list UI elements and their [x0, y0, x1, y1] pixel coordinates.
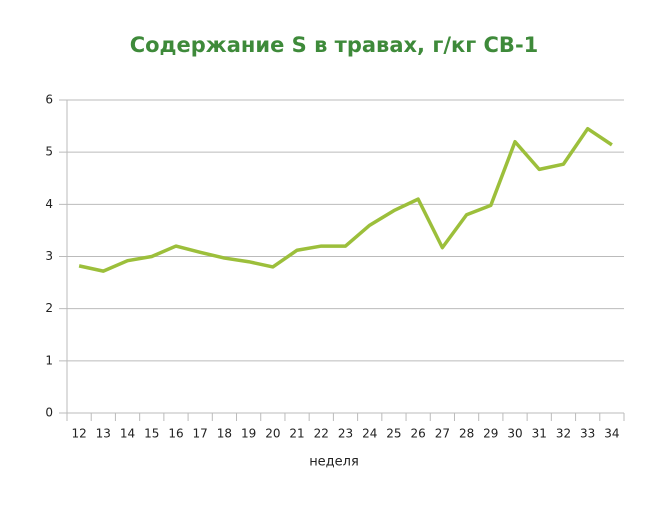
y-tick-label: 0	[45, 406, 53, 420]
x-tick-label: 32	[556, 427, 571, 441]
x-tick-label: 28	[459, 427, 474, 441]
y-tick-label: 4	[45, 197, 53, 211]
x-tick-label: 15	[144, 427, 159, 441]
y-tick-label: 2	[45, 301, 53, 315]
x-tick-label: 30	[507, 427, 522, 441]
x-tick-label: 13	[96, 427, 111, 441]
chart-title: Содержание S в травах, г/кг СВ-1	[130, 33, 539, 57]
x-tick-label: 16	[168, 427, 183, 441]
x-tick-label: 12	[71, 427, 86, 441]
x-tick-label: 20	[265, 427, 280, 441]
x-tick-label: 23	[338, 427, 353, 441]
x-tick-label: 14	[120, 427, 135, 441]
x-tick-label: 17	[193, 427, 208, 441]
y-tick-label: 3	[45, 249, 53, 263]
y-tick-label: 5	[45, 145, 53, 159]
x-tick-label: 19	[241, 427, 256, 441]
x-tick-label: 33	[580, 427, 595, 441]
x-tick-label: 22	[314, 427, 329, 441]
y-tick-label: 6	[45, 93, 53, 107]
x-axis-label: неделя	[309, 455, 359, 470]
x-tick-label: 21	[289, 427, 304, 441]
x-tick-label: 18	[217, 427, 232, 441]
data-line	[78, 126, 613, 273]
x-tick-label: 34	[604, 427, 619, 441]
x-tick-label: 29	[483, 427, 498, 441]
y-tick-label: 1	[45, 353, 53, 367]
x-tick-label: 26	[411, 427, 426, 441]
x-tick-label: 31	[532, 427, 547, 441]
x-tick-label: 27	[435, 427, 450, 441]
x-tick-label: 24	[362, 427, 377, 441]
x-tick-label: 25	[386, 427, 401, 441]
